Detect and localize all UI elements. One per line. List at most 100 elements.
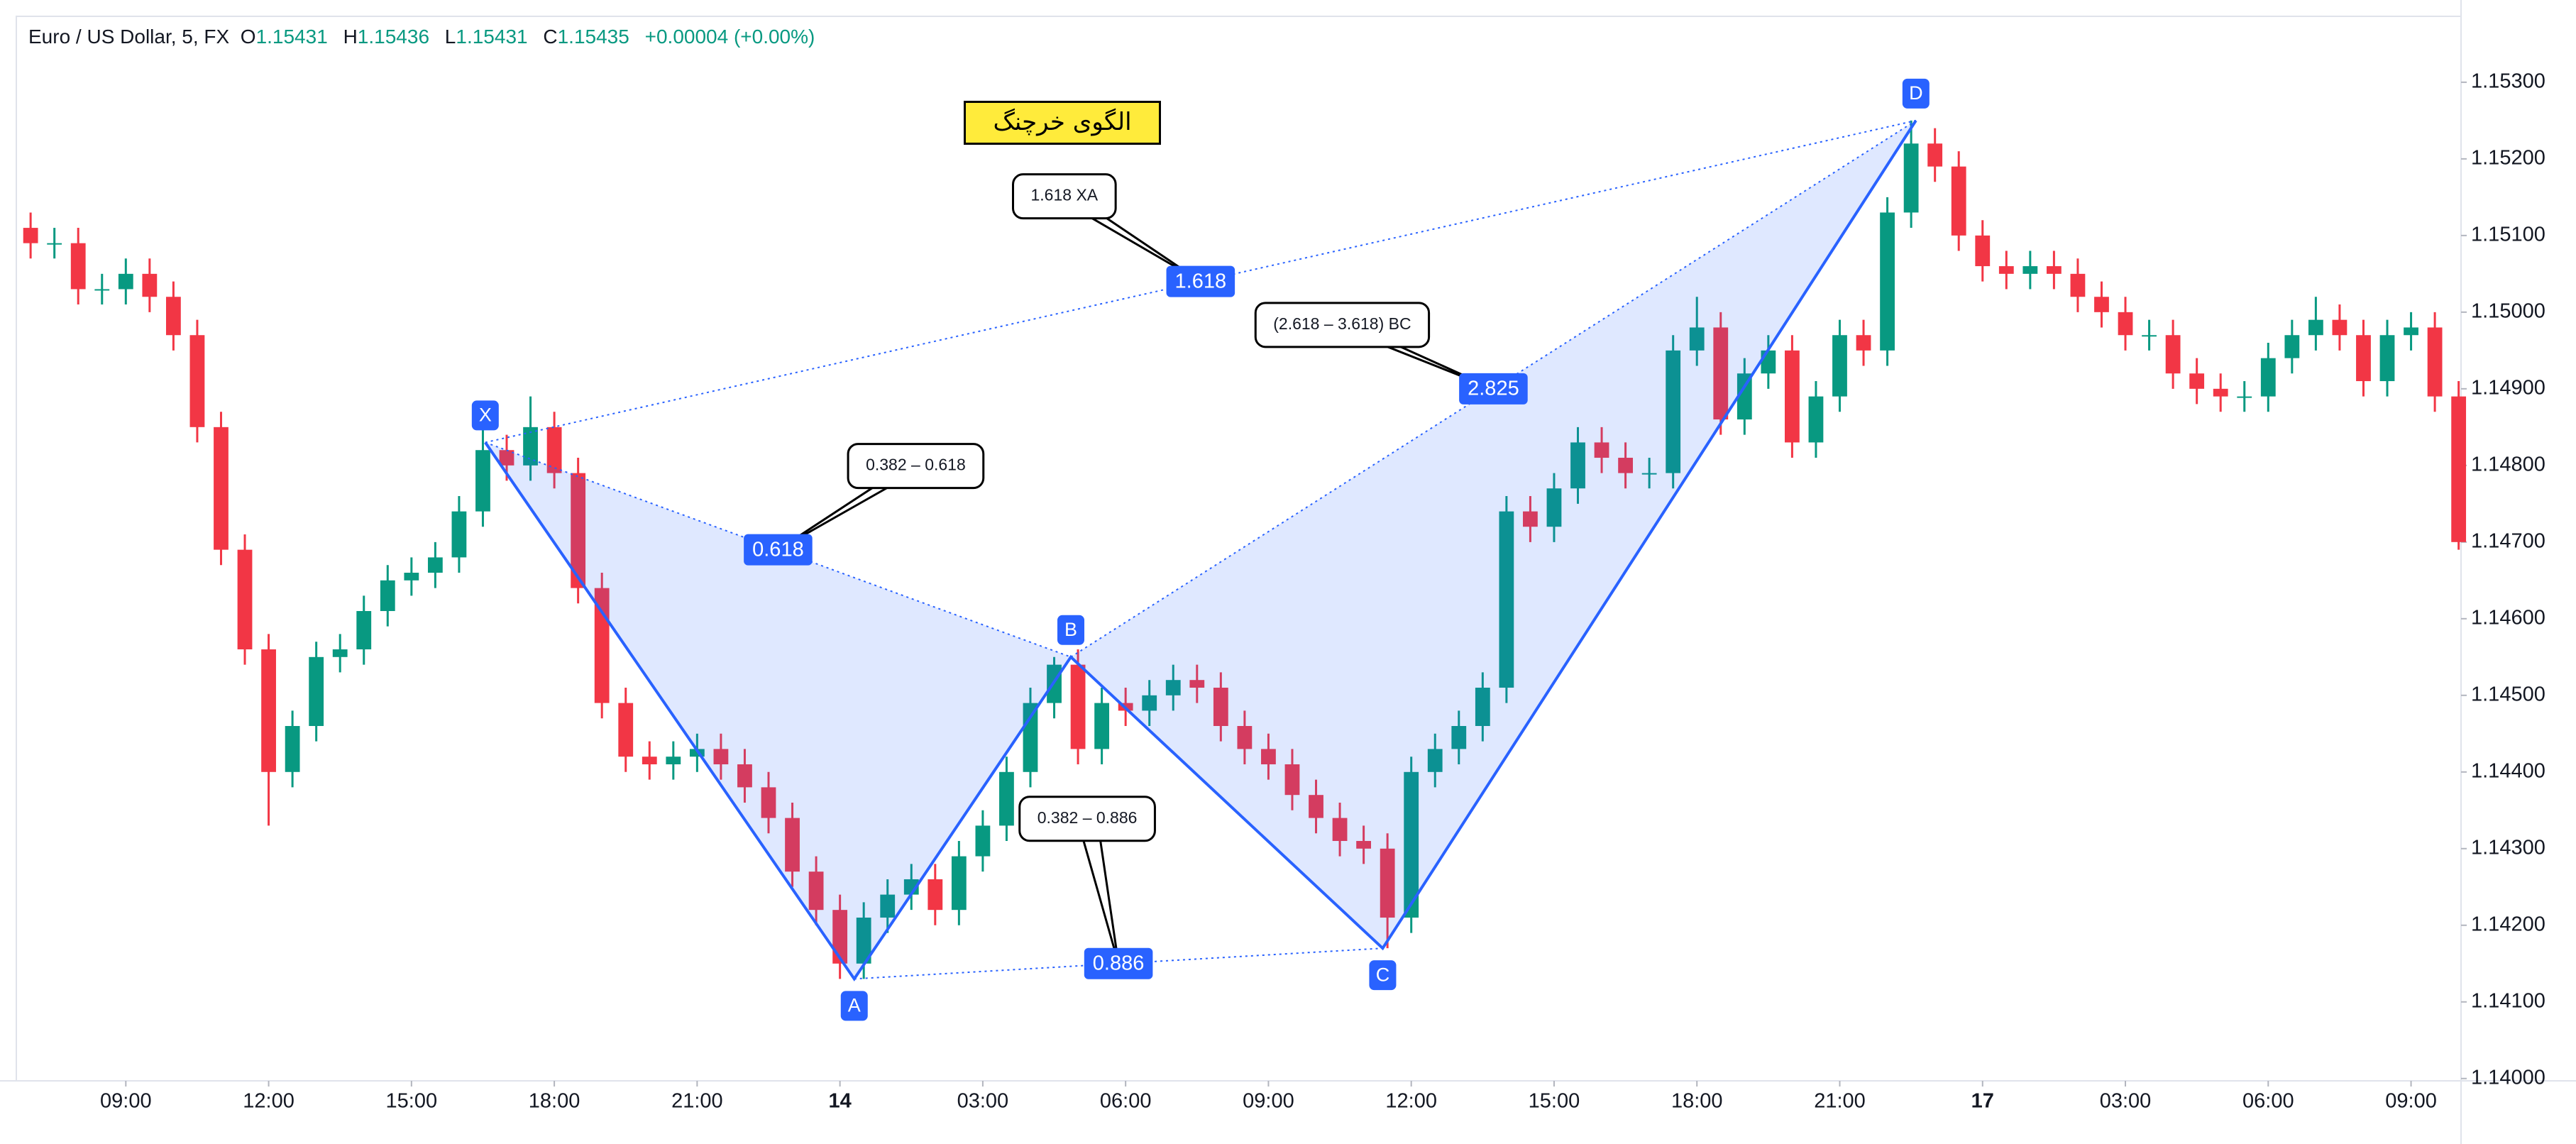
candle-body [928,879,943,911]
candle-body [1713,327,1729,420]
ratio-label: 0.886 [1093,952,1145,974]
candle-body [713,749,729,764]
x-tick-label: 12:00 [243,1090,295,1113]
ratio-badge [1166,265,1235,297]
ohlc-label: O [240,26,256,48]
callout-text: 1.618 XA [1031,186,1099,204]
y-tick-label: 1.15100 [2471,224,2545,246]
candle-body [1856,335,1871,351]
candle-body [2094,297,2109,312]
point-label: X [479,405,492,426]
candle-body [189,335,205,427]
candle-body [571,473,586,588]
candle-body [2379,335,2395,382]
candle-body [2046,266,2062,274]
candle-body [214,427,229,550]
x-tick-label: 03:00 [2100,1090,2152,1113]
candle-body [165,297,181,336]
candle-body [1618,458,1633,473]
callout-box [1018,796,1156,842]
y-tick-label: 1.15000 [2471,300,2545,323]
candle-body [880,894,896,918]
callout-box [1254,302,1431,348]
candle-body [1284,764,1300,796]
candle-body [2189,373,2205,389]
candle-body [1261,749,1276,764]
candle-body [118,273,133,290]
candle-body [404,573,419,581]
candle-body [1546,488,1562,527]
point-label: C [1376,964,1390,985]
candle-body [2332,319,2347,336]
candle-body [2070,273,2086,297]
y-tick-label: 1.14900 [2471,376,2545,399]
candle-body [2260,358,2276,397]
candle-body [2308,319,2323,336]
y-tick-label: 1.14100 [2471,989,2545,1012]
candle-body [475,450,490,512]
ohlc-value: 1.15435 [557,26,629,48]
candle-body [2165,335,2181,374]
candle-body [1594,442,1609,458]
candle-body [856,917,871,964]
candle-body [1404,771,1419,918]
ratio-badge [744,534,813,566]
ohlc-value: 1.15431 [456,26,528,48]
candle-body [427,557,443,573]
candle-body [70,243,86,290]
point-label: D [1909,82,1923,104]
candle-body [1451,726,1467,749]
chart-title: الگوی خرچنگ [964,101,1161,145]
callout-text: (2.618 – 3.618) BC [1273,314,1411,333]
ratio-badge [1084,947,1153,979]
header: Euro / US Dollar, 5, FX O1.15431 H1.1543… [28,26,825,48]
x-tick-label: 03:00 [957,1090,1009,1113]
candle-body [666,757,681,764]
candle-body [2118,312,2133,336]
x-tick-label: 21:00 [1814,1090,1866,1113]
y-tick-label: 1.14400 [2471,759,2545,782]
candle-body [2356,335,2371,382]
candle-body [1975,235,1991,267]
x-tick-label: 09:00 [2385,1090,2437,1113]
candle-body [1142,695,1157,711]
candle-body [261,649,276,772]
candle-body [1832,335,1847,397]
x-tick-label: 06:00 [2242,1090,2294,1113]
candle-body [975,825,991,857]
candle-body [2022,266,2038,274]
ratio-label: 0.618 [752,538,804,561]
candle-body [1070,664,1086,749]
candle-body [761,787,776,818]
y-tick-label: 1.14600 [2471,606,2545,629]
candle-body [1641,473,1657,475]
y-tick-label: 1.14700 [2471,529,2545,552]
candle-body [2142,335,2157,337]
x-tick-label: 09:00 [1243,1090,1294,1113]
callout-box [1012,173,1117,220]
candle-body [1903,143,1919,213]
y-tick-label: 1.14800 [2471,453,2545,475]
x-tick-label: 21:00 [671,1090,723,1113]
candle-body [523,427,538,466]
x-tick-label: 15:00 [386,1090,438,1113]
candle-body [1951,166,1966,236]
candle-body [1523,511,1538,527]
candle-body [1475,688,1490,726]
ohlc-value: 1.15431 [255,26,328,48]
x-tick-label: 18:00 [529,1090,580,1113]
candle-body [1165,680,1181,695]
candle-body [546,427,562,473]
candle-body [737,764,752,788]
candle-body [832,910,848,964]
callout-box [847,443,985,490]
candle-body [1998,266,2014,274]
candle-body [142,273,158,297]
candle-body [1689,327,1705,351]
callout-text: 0.382 – 0.886 [1037,808,1138,827]
y-tick-label: 1.14300 [2471,836,2545,859]
ohlc-label: C [543,26,558,48]
candle-body [951,856,967,911]
y-tick-label: 1.14200 [2471,913,2545,935]
candle-body [451,511,467,558]
